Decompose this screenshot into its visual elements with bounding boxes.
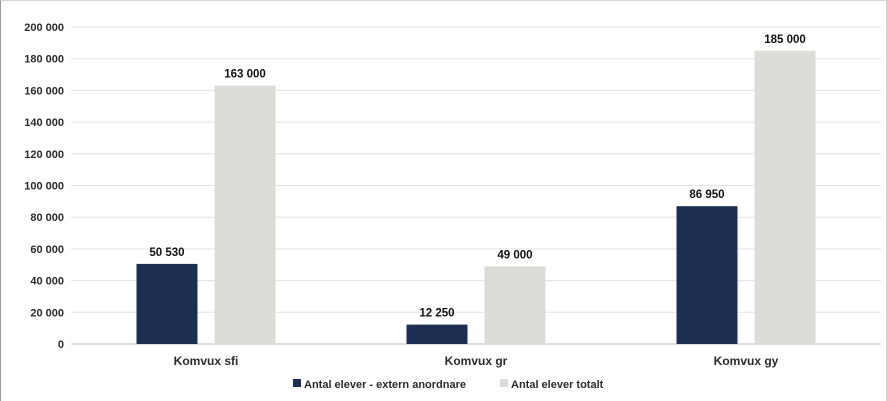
data-label: 185 000 <box>764 34 806 46</box>
legend: Antal elever - extern anordnare Antal ele… <box>293 379 604 391</box>
legend-label: Antal elever - extern anordnare <box>304 379 466 391</box>
legend-swatch <box>500 379 508 387</box>
y-tick-label: 40 000 <box>30 276 64 288</box>
bar-totalt <box>754 50 816 345</box>
bars <box>136 50 816 345</box>
y-tick-label: 100 000 <box>24 181 64 193</box>
data-label: 50 530 <box>149 247 184 259</box>
y-tick-label: 180 000 <box>24 54 64 66</box>
legend-swatch <box>293 379 301 387</box>
data-label: 163 000 <box>224 69 266 81</box>
bar-totalt <box>484 266 546 344</box>
y-tick-label: 80 000 <box>30 212 64 224</box>
data-labels: 50 530 163 000 12 250 49 000 86 950 185 000 <box>149 34 805 320</box>
x-category-label: Komvux gy <box>714 354 779 368</box>
y-tick-label: 20 000 <box>30 307 64 319</box>
data-label: 12 250 <box>419 308 454 320</box>
y-tick-label: 60 000 <box>30 244 64 256</box>
y-tick-label: 120 000 <box>24 149 64 161</box>
bar-extern <box>406 324 468 344</box>
x-category-label: Komvux sfi <box>174 354 239 368</box>
data-label: 86 950 <box>689 189 724 201</box>
x-category-label: Komvux gr <box>445 354 508 368</box>
y-tick-label: 160 000 <box>24 85 64 97</box>
x-axis-categories: Komvux sfi Komvux gr Komvux gy <box>174 354 779 368</box>
y-axis-ticks: 0 20 000 40 000 60 000 80 000 100 000 120 000 1… <box>24 22 64 351</box>
gridlines <box>71 26 881 345</box>
y-tick-label: 0 <box>58 339 64 351</box>
data-label: 49 000 <box>497 249 532 261</box>
y-tick-label: 140 000 <box>24 117 64 129</box>
bar-extern <box>136 263 198 344</box>
legend-label: Antal elever totalt <box>511 379 604 391</box>
bar-totalt <box>214 85 276 345</box>
bar-extern <box>676 206 738 344</box>
y-tick-label: 200 000 <box>24 22 64 34</box>
